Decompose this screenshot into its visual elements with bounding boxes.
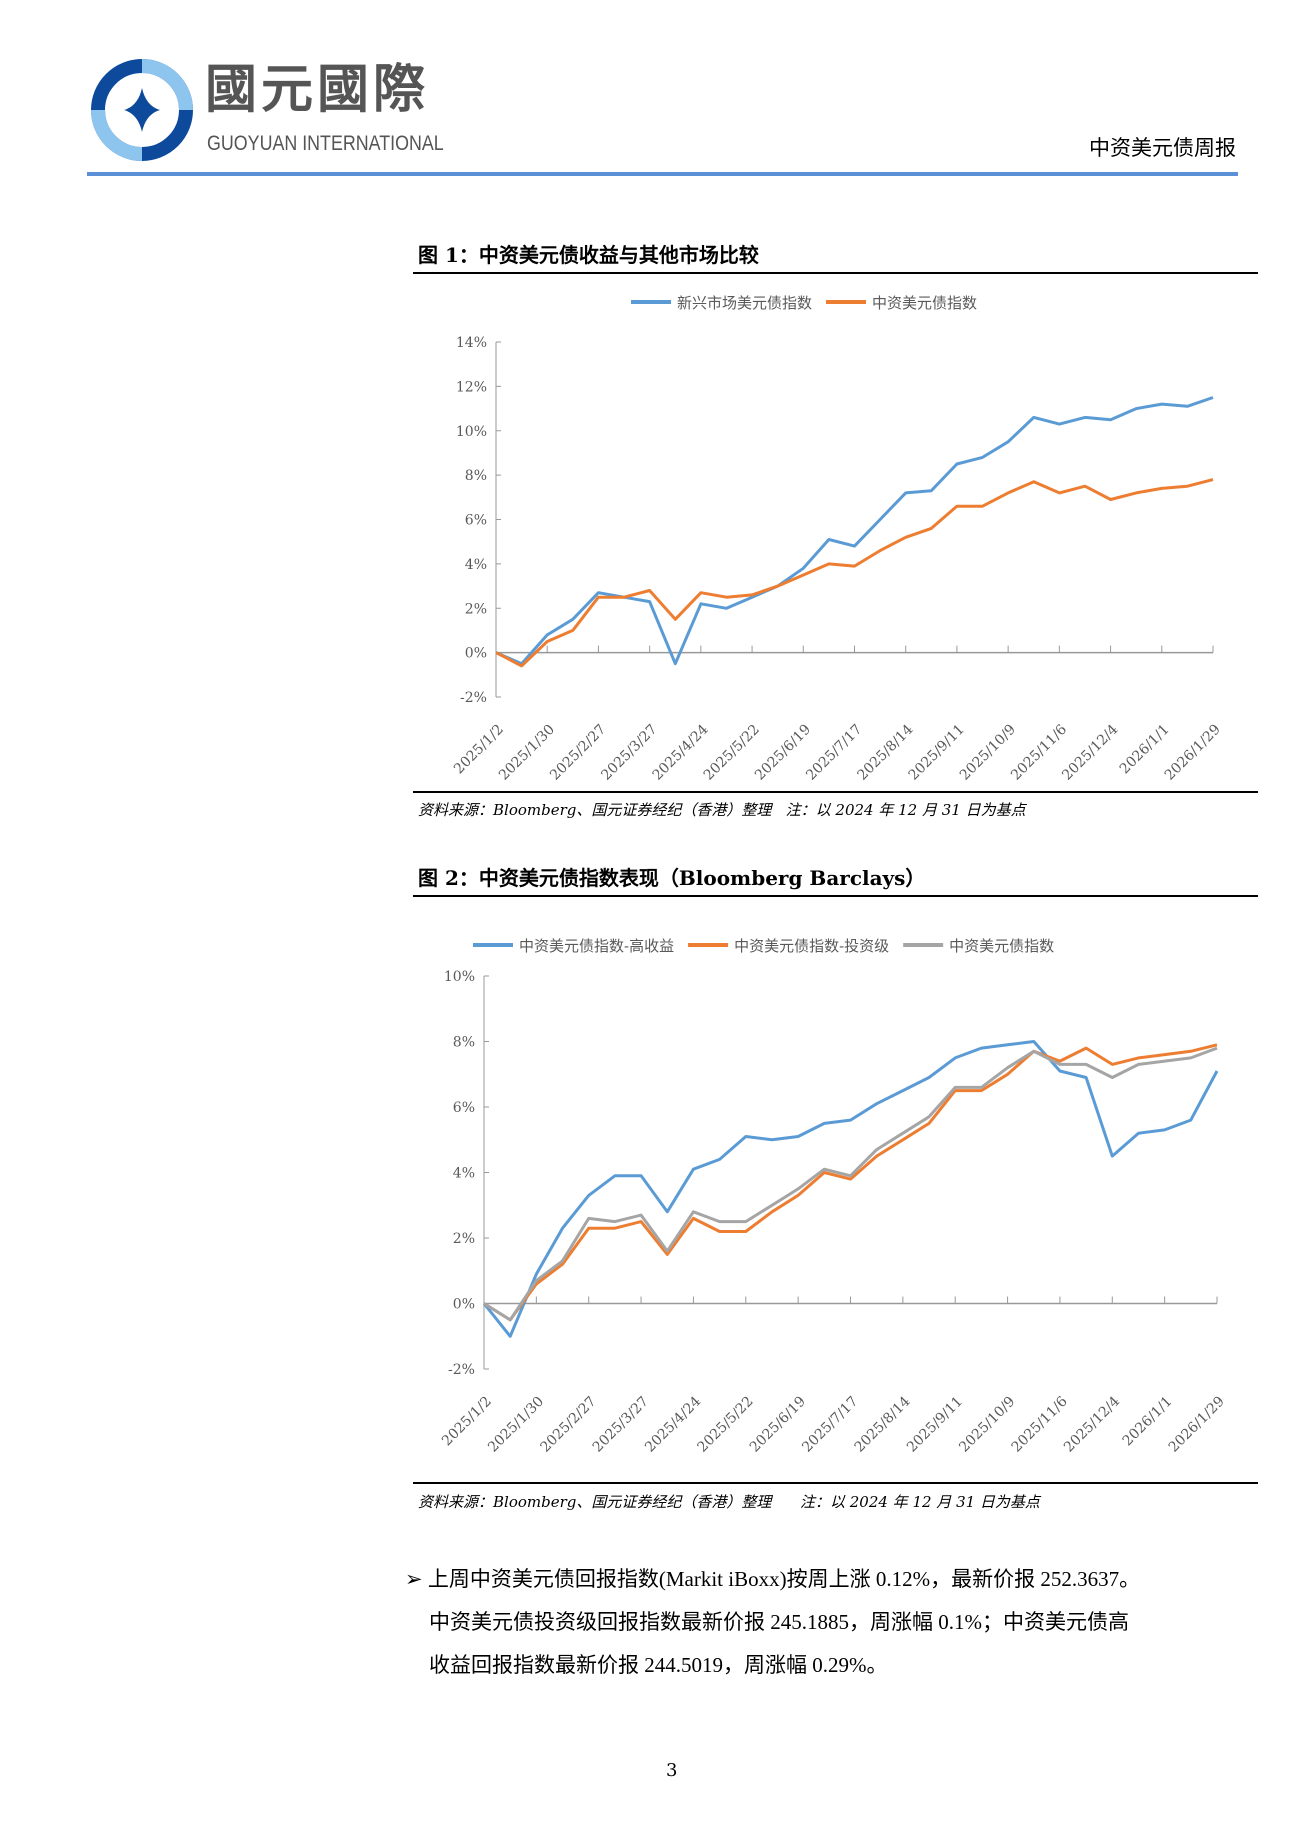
figure2-source: 资料来源：Bloomberg、国元证券经纪（香港）整理 注：以 2024 年 1…: [418, 1493, 1040, 1511]
legend-label-1: 中资美元债指数-高收益: [519, 937, 674, 955]
x-tick-label: 2025/12/4: [1059, 721, 1121, 783]
y-tick-label: 6%: [453, 1100, 475, 1116]
x-tick-label: 2026/1/29: [1162, 722, 1224, 784]
x-tick-label: 2025/4/24: [642, 1393, 704, 1455]
x-tick-label: 2025/1/30: [485, 1394, 547, 1456]
y-tick-label: 8%: [465, 468, 487, 484]
y-tick-label: 0%: [453, 1297, 475, 1313]
y-tick-label: -2%: [460, 690, 487, 706]
figure2-chart: 中资美元债指数-高收益 中资美元债指数-投资级 中资美元债指数 -2% 0% 2% 4% 6%…: [439, 937, 1228, 1456]
series-line-1: [482, 1040, 1219, 1338]
figure1-source: 资料来源：Bloomberg、国元证券经纪（香港）整理 注：以 2024 年 1…: [418, 801, 1026, 819]
y-tick-label: 4%: [465, 557, 487, 573]
summary-paragraph: ➢ 上周中资美元债回报指数(Markit iBoxx)按周上涨 0.12%，最新…: [405, 1558, 1285, 1687]
logo-chinese-text: 國元國際: [205, 60, 430, 120]
figure1-bottom-rule: [413, 791, 1258, 793]
legend-label-1: 新兴市场美元债指数: [677, 294, 812, 312]
figure1-chart: 新兴市场美元债指数 中资美元债指数 -2% 0% 2% 4% 6% 8% 10% 12% 14% 20…: [451, 294, 1224, 784]
figure2-bottom-rule: [413, 1482, 1258, 1484]
figure2-top-rule: [413, 895, 1258, 897]
legend-label-3: 中资美元债指数: [949, 937, 1054, 955]
series-line-3: [483, 1046, 1218, 1322]
y-tick-label: 4%: [453, 1166, 475, 1182]
x-tick-label: 2026/1/1: [1120, 1394, 1176, 1450]
legend-label-2: 中资美元债指数-投资级: [734, 937, 889, 955]
y-tick-label: 10%: [456, 424, 487, 440]
series-line-2: [495, 478, 1214, 668]
figure1-top-rule: [413, 272, 1258, 274]
x-tick-label: 2025/3/27: [590, 1394, 652, 1456]
page-number: 3: [666, 1760, 678, 1781]
y-tick-label: 0%: [465, 646, 487, 662]
series-line-1: [495, 396, 1214, 666]
x-tick-label: 2025/7/17: [799, 1394, 861, 1456]
paragraph-line-1: ➢ 上周中资美元债回报指数(Markit iBoxx)按周上涨 0.12%，最新…: [405, 1567, 1141, 1591]
x-tick-label: 2025/8/14: [852, 1393, 914, 1455]
paragraph-line-3: 收益回报指数最新价报 244.5019，周涨幅 0.29%。: [429, 1653, 888, 1677]
x-tick-label: 2025/11/6: [1009, 1393, 1071, 1455]
report-name: 中资美元债周报: [1089, 136, 1236, 160]
x-tick-label: 2025/6/19: [747, 1394, 809, 1456]
x-tick-label: 2025/9/11: [904, 1394, 966, 1456]
y-tick-label: 12%: [456, 379, 487, 395]
x-tick-label: 2025/1/2: [439, 1394, 495, 1450]
y-tick-label: -2%: [448, 1362, 475, 1378]
paragraph-line-2: 中资美元债投资级回报指数最新价报 245.1885，周涨幅 0.1%；中资美元债…: [429, 1610, 1129, 1634]
y-tick-label: 14%: [456, 335, 487, 351]
bullet-arrow-icon: ➢: [405, 1567, 423, 1591]
x-tick-label: 2025/5/22: [695, 1394, 757, 1456]
y-tick-label: 2%: [453, 1231, 475, 1247]
legend-label-2: 中资美元债指数: [872, 294, 977, 312]
y-tick-label: 10%: [444, 969, 475, 985]
figure2-title: 图 2：中资美元债指数表现（Bloomberg Barclays）: [418, 866, 926, 890]
logo-english-text: GUOYUAN INTERNATIONAL: [207, 132, 444, 155]
y-tick-label: 2%: [465, 601, 487, 617]
guoyuan-logo-icon: [91, 59, 193, 161]
y-tick-label: 8%: [453, 1035, 475, 1051]
x-tick-label: 2025/10/9: [956, 1394, 1018, 1456]
x-tick-label: 2025/12/4: [1061, 1393, 1123, 1455]
y-tick-label: 6%: [465, 513, 487, 529]
figure1-title: 图 1：中资美元债收益与其他市场比较: [418, 243, 759, 267]
series-line-2: [483, 1043, 1218, 1322]
header-divider: [87, 172, 1238, 176]
x-tick-label: 2026/1/29: [1166, 1394, 1228, 1456]
x-tick-label: 2025/2/27: [537, 1394, 599, 1456]
